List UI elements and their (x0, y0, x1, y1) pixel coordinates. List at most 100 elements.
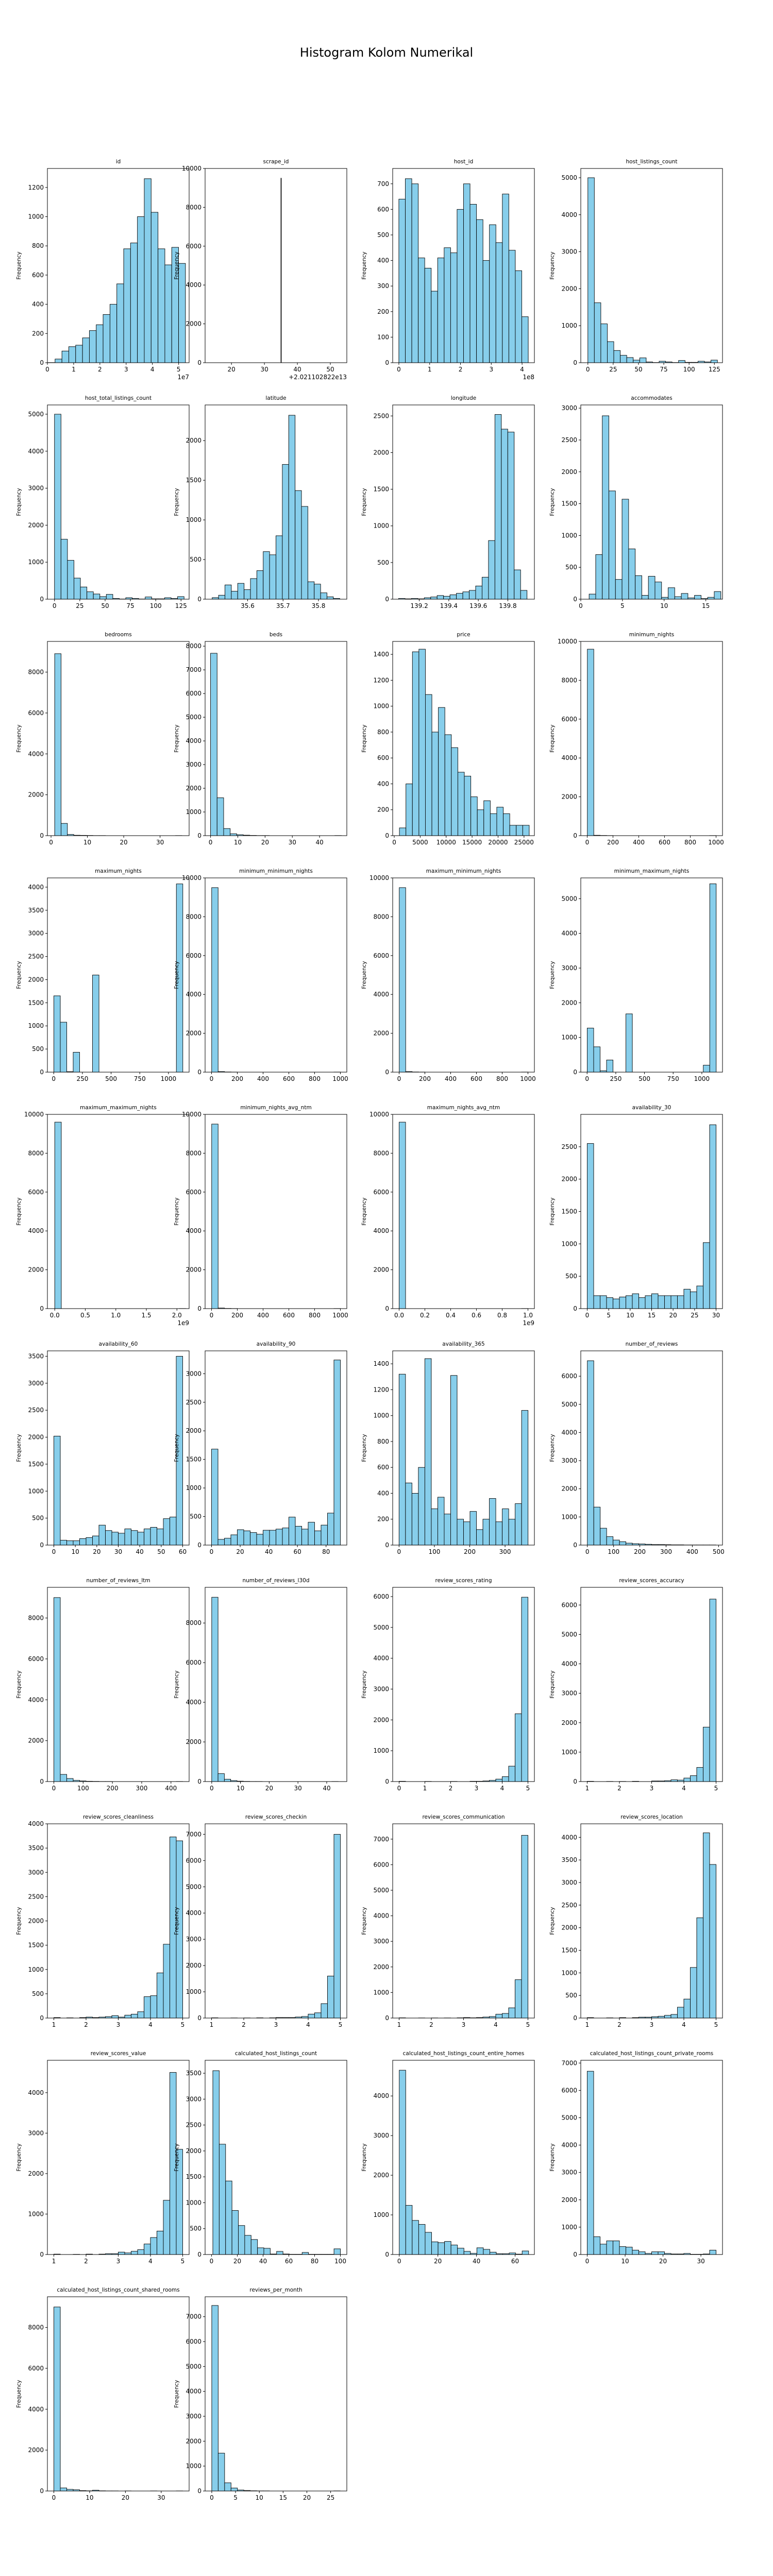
y-tick-label: 1500 (186, 477, 201, 484)
y-tick-label: 6000 (28, 1189, 44, 1196)
x-tick-label: 15 (648, 1312, 656, 1319)
axes-frame (392, 1350, 535, 1546)
x-tick-label: 400 (633, 839, 645, 846)
y-tick-label: 6000 (186, 952, 201, 959)
x-tick-label: 0 (49, 839, 53, 846)
y-tick-label: 7000 (373, 1836, 389, 1843)
y-tick-label: 1000 (28, 2210, 44, 2217)
axes-frame (392, 2060, 535, 2255)
y-tick-label: 4000 (561, 930, 577, 937)
x-tick-label: 139.4 (440, 602, 458, 609)
x-tick-label: 4 (682, 1785, 686, 1792)
y-tick-label: 2000 (28, 521, 44, 529)
y-tick-label: 5000 (561, 174, 577, 181)
y-tick-label: 6000 (28, 709, 44, 717)
axes-frame (205, 641, 347, 836)
y-tick-label: 4000 (186, 1699, 201, 1706)
y-tick-label: 2000 (186, 1427, 201, 1434)
axes-frame (580, 2060, 723, 2255)
y-tick-label: 0 (197, 2487, 201, 2495)
y-tick-label: 800 (377, 728, 389, 736)
x-tick-label: 100 (77, 1785, 89, 1792)
y-tick-label: 1000 (561, 1749, 577, 1756)
y-tick-label: 3000 (561, 964, 577, 972)
subplot-title: availability_365 (442, 1341, 484, 1347)
y-tick-label: 200 (32, 330, 44, 337)
y-tick-label: 8000 (28, 1149, 44, 1157)
subplot-title: review_scores_checkin (245, 1814, 307, 1820)
histogram-review-scores-rating: review_scores_rating 0 1 2 3 4 5 0 1000 2000 3000 4… (361, 1578, 535, 1792)
histogram-number-of-reviews-l30d: number_of_reviews_l30d 0 10 20 30 40 0 2000 4000… (174, 1578, 347, 1792)
histogram-calculated-host-listings-count-shared-rooms: calculated_host_listings_count_shared_ro… (16, 2287, 190, 2501)
x-tick-label: 0 (209, 839, 213, 846)
x-tick-label: 5 (526, 2021, 530, 2028)
x-tick-label: 2 (617, 2021, 621, 2028)
y-tick-label: 2000 (561, 1176, 577, 1183)
y-tick-label: 1500 (373, 486, 389, 493)
y-tick-label: 0 (197, 359, 201, 366)
y-tick-label: 600 (377, 754, 389, 761)
x-tick-label: 20 (120, 839, 127, 846)
y-tick-label: 3500 (28, 1844, 44, 1852)
y-tick-label: 0 (40, 1541, 44, 1549)
y-tick-label: 8000 (28, 2324, 44, 2331)
y-axis-label: Frequency (174, 251, 180, 279)
y-tick-label: 4000 (561, 1429, 577, 1436)
y-axis-label: Frequency (174, 724, 180, 752)
histogram-beds: beds 0 10 20 30 40 0 1000 2000 3000 4000 5000 6000 70… (174, 632, 347, 846)
histogram-review-scores-value: review_scores_value 1 2 3 4 5 0 1000 2000 3000 400… (16, 2050, 190, 2265)
y-tick-label: 1000 (373, 1412, 389, 1419)
y-tick-label: 2000 (373, 1963, 389, 1971)
x-tick-label: 1000 (694, 1075, 710, 1082)
x-tick-label: 1 (585, 1785, 590, 1792)
x-tick-label: 0.8 (497, 1312, 507, 1319)
histogram-minimum-maximum-nights: minimum_maximum_nights 0 250 500 750 1000 0 100… (549, 868, 723, 1082)
y-tick-label: 2000 (373, 2172, 389, 2179)
y-tick-label: 2500 (28, 1406, 44, 1414)
x-tick-label: 30 (289, 839, 296, 846)
y-tick-label: 1000 (373, 2211, 389, 2218)
y-axis-label: Frequency (549, 1434, 556, 1462)
y-tick-label: 300 (377, 282, 389, 290)
histogram-scrape-id: scrape_id 20 30 40 50+2.021102822e13 0 2000 400… (174, 159, 347, 381)
y-axis-label: Frequency (16, 724, 22, 752)
x-tick-label: 100 (428, 1548, 440, 1555)
y-axis-label: Frequency (16, 1197, 22, 1225)
y-tick-label: 8000 (186, 1619, 201, 1626)
y-axis-label: Frequency (174, 2380, 180, 2408)
y-tick-label: 2000 (28, 2170, 44, 2177)
y-tick-label: 4000 (28, 750, 44, 757)
y-tick-label: 1000 (561, 1034, 577, 1041)
y-tick-label: 1000 (561, 1969, 577, 1976)
x-tick-label: 0 (585, 1548, 590, 1555)
axes-frame (205, 168, 347, 363)
y-tick-label: 2000 (186, 320, 201, 328)
x-tick-label: 80 (311, 2258, 318, 2265)
y-axis-label: Frequency (549, 2143, 556, 2171)
x-tick-label: 0 (585, 1312, 590, 1319)
x-tick-label: 5000 (412, 839, 428, 846)
subplot-title: number_of_reviews (626, 1341, 678, 1347)
x-tick-label: 5 (339, 2021, 343, 2028)
subplot-title: availability_30 (632, 1105, 671, 1111)
y-tick-label: 0 (197, 2014, 201, 2022)
y-tick-label: 0 (573, 1069, 577, 1076)
y-tick-label: 2000 (186, 2437, 201, 2445)
y-tick-label: 400 (377, 1489, 389, 1497)
x-tick-label: 139.2 (410, 602, 428, 609)
axes-frame (392, 877, 535, 1073)
y-tick-label: 5000 (561, 895, 577, 902)
axes-frame (205, 404, 347, 600)
